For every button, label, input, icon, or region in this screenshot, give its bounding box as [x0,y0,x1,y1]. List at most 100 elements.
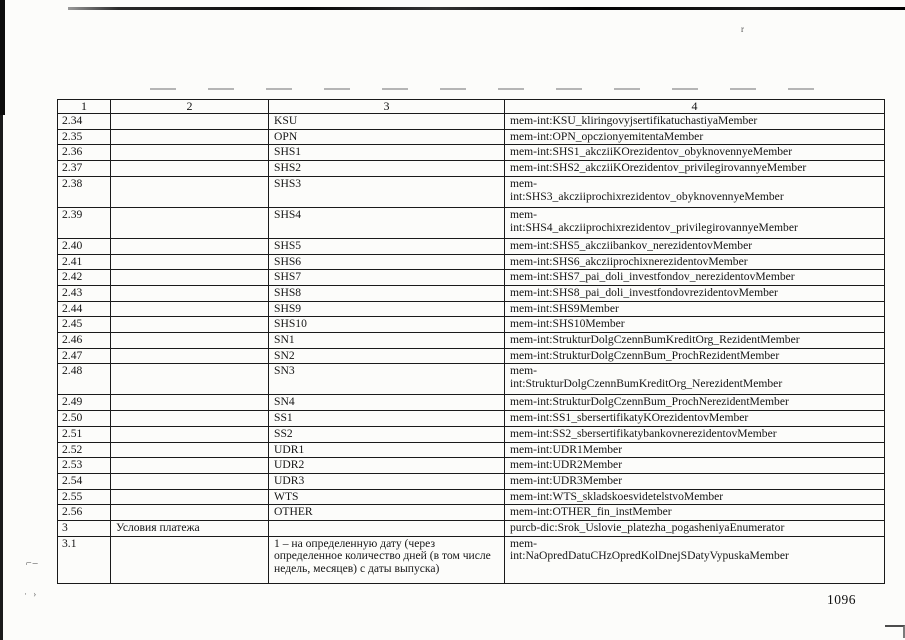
cell-c2 [110,441,269,459]
scan-margin-mark-1: ⌐– [26,558,39,569]
table-row: 2.41 SHS6 mem-int:SHS6_akcziiprochixnerezi… [57,253,885,271]
column-header-1: 1 [57,99,111,114]
scan-speck: r [741,24,744,34]
table-row: 3.1 1 – на определенную дату (через опред… [57,535,885,584]
cell-c1: 2.36 [57,144,111,162]
cell-c1: 2.55 [57,488,111,506]
table-row: 2.40 SHS5 mem-int:SHS5_akcziibankov_nerezi… [57,237,885,255]
cell-c1: 2.46 [57,332,111,349]
cell-c3: SHS3 [268,175,505,208]
cell-c3 [268,520,505,537]
cell-c2 [110,535,269,584]
scan-left-edge-line [0,0,3,640]
cell-c4: mem-int:OPN_opczionyemitentaMember [504,128,885,146]
cell-c2 [110,410,269,427]
cell-c3: OPN [268,128,505,146]
table-row: 2.53 UDR2 mem-int:UDR2Member [57,457,885,474]
cell-c4: mem-int:UDR2Member [504,457,885,474]
table-row: 2.34 KSU mem-int:KSU_kliringovyjsertifikat… [57,113,885,130]
cell-c4: purcb-dic:Srok_Uslovie_platezha_pogashen… [504,520,885,537]
cell-c2 [110,300,269,318]
column-header-3: 3 [268,99,505,114]
cell-c1: 2.35 [57,128,111,146]
cell-c3: KSU [268,113,505,130]
table-row: 2.47 SN2 mem-int:StrukturDolgCzennBum_Proc… [57,347,885,365]
scan-corner-mark [885,625,905,638]
cell-c3: SHS9 [268,300,505,318]
table-row: 2.35 OPN mem-int:OPN_opczionyemitentaMembe… [57,128,885,146]
table-row: 2.55 WTS mem-int:WTS_skladskoesvidetelstvo… [57,488,885,506]
cell-c1: 3 [57,520,111,537]
cell-c2 [110,175,269,208]
cell-c4: mem-int:SS1_sbersertifikatyKOrezidentovM… [504,410,885,427]
table-row: 2.44 SHS9 mem-int:SHS9Member [57,300,885,318]
cell-c3: SN4 [268,394,505,412]
cell-c2 [110,113,269,130]
cell-c2 [110,284,269,302]
cell-c1: 2.43 [57,284,111,302]
scan-smudge-line [150,88,840,90]
cell-c4: mem-int:WTS_skladskoesvidetelstvoMember [504,488,885,506]
cell-c3: SHS4 [268,206,505,239]
cell-c3: UDR1 [268,441,505,459]
cell-c3: OTHER [268,504,505,522]
table-row: 2.46 SN1 mem-int:StrukturDolgCzennBumKredi… [57,332,885,349]
cell-c3: SHS7 [268,269,505,286]
table-row: 2.48 SN3 mem-int:StrukturDolgCzennBumKredi… [57,363,885,396]
cell-c1: 3.1 [57,535,111,584]
cell-c3: UDR3 [268,472,505,490]
cell-c4: mem-int:KSU_kliringovyjsertifikatuchasti… [504,113,885,130]
cell-c1: 2.50 [57,410,111,427]
cell-c3: 1 – на определенную дату (через определе… [268,535,505,584]
cell-c4: mem-int:SHS2_akcziiKOrezidentov_privileg… [504,160,885,177]
cell-c1: 2.49 [57,394,111,412]
table-row: 2.52 UDR1 mem-int:UDR1Member [57,441,885,459]
cell-c3: SHS5 [268,237,505,255]
table-row: 2.51 SS2 mem-int:SS2_sbersertifikatybankov… [57,425,885,443]
cell-c4: mem-int:StrukturDolgCzennBum_ProchNerezi… [504,394,885,412]
cell-c1: 2.37 [57,160,111,177]
cell-c4: mem-int:OTHER_fin_instMember [504,504,885,522]
cell-c1: 2.42 [57,269,111,286]
cell-c3: SHS10 [268,316,505,334]
cell-c4: mem-int:SHS9Member [504,300,885,318]
cell-c1: 2.53 [57,457,111,474]
cell-c3: SN2 [268,347,505,365]
cell-c3: SN1 [268,332,505,349]
table-row: 2.42 SHS7 mem-int:SHS7_pai_doli_investfond… [57,269,885,286]
table-row: 2.56 OTHER mem-int:OTHER_fin_instMember [57,504,885,522]
cell-c3: SHS6 [268,253,505,271]
scan-margin-mark-2: · › [24,589,39,599]
cell-c4: mem-int:SHS5_akcziibankov_nerezidentovMe… [504,237,885,255]
cell-c3: SHS8 [268,284,505,302]
cell-c2 [110,394,269,412]
table-row: 3 Условия платежа purcb-dic:Srok_Uslovie_p… [57,520,885,537]
cell-c3: SHS1 [268,144,505,162]
cell-c4: mem-int:SHS7_pai_doli_investfondov_nerez… [504,269,885,286]
cell-c1: 2.34 [57,113,111,130]
cell-c4: mem-int:SS2_sbersertifikatybankovnerezid… [504,425,885,443]
cell-c4: mem-int:SHS10Member [504,316,885,334]
scan-top-edge-line [68,7,905,10]
table-row: 2.37 SHS2 mem-int:SHS2_akcziiKOrezidentov_… [57,160,885,177]
table-row: 2.39 SHS4 mem-int:SHS4_akcziiprochixrezide… [57,206,885,239]
cell-c2 [110,472,269,490]
cell-c3: SHS2 [268,160,505,177]
page-number: 1096 [827,592,856,607]
table-body: 2.34 KSU mem-int:KSU_kliringovyjsertifikat… [57,113,885,584]
cell-c1: 2.44 [57,300,111,318]
table-row: 2.50 SS1 mem-int:SS1_sbersertifikatyKOrezi… [57,410,885,427]
scan-left-edge-thick [0,0,5,115]
cell-c2: Условия платежа [110,520,269,537]
cell-c4: mem-int:SHS4_akcziiprochixrezidentov_pri… [504,206,885,239]
table-row: 2.38 SHS3 mem-int:SHS3_akcziiprochixrezide… [57,175,885,208]
cell-c3: SS1 [268,410,505,427]
column-header-4: 4 [504,99,885,114]
cell-c1: 2.48 [57,363,111,396]
cell-c1: 2.54 [57,472,111,490]
cell-c4: mem-int:SHS6_akcziiprochixnerezidentovMe… [504,253,885,271]
cell-c1: 2.38 [57,175,111,208]
cell-c2 [110,144,269,162]
